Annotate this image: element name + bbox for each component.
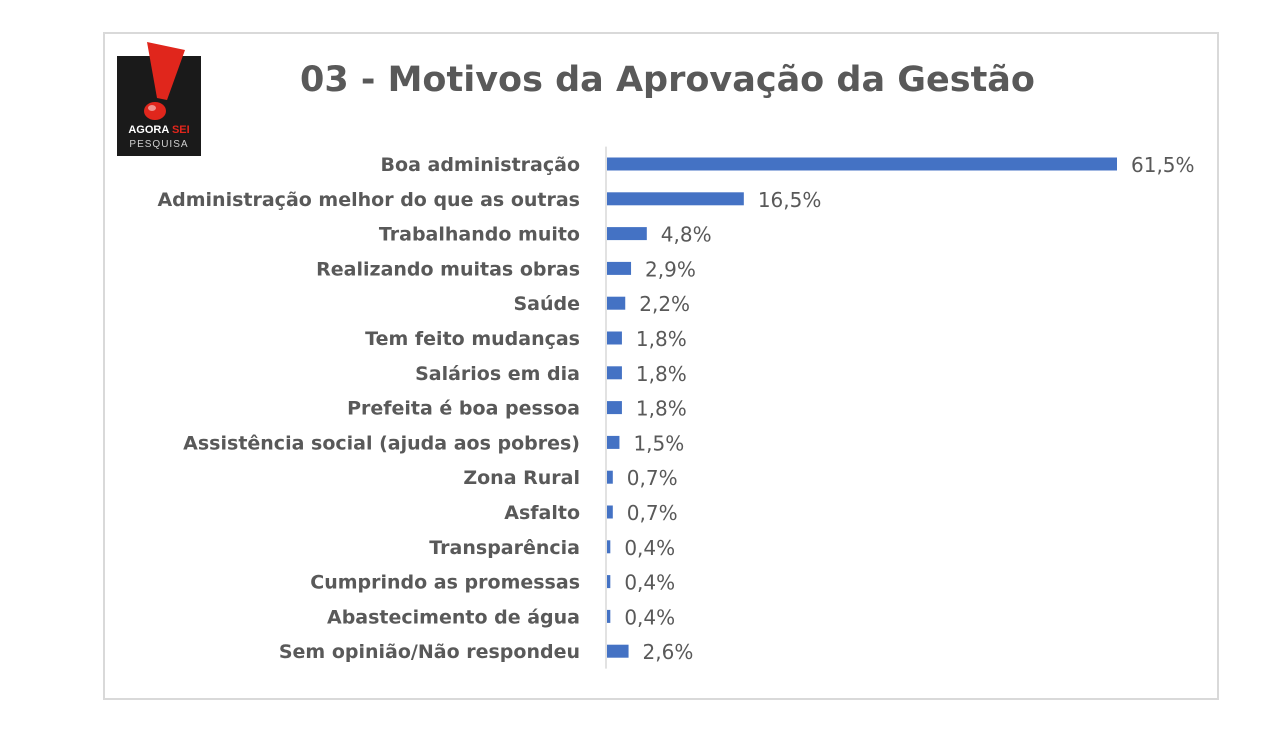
chart-title: 03 - Motivos da Aprovação da Gestão xyxy=(300,60,1035,100)
data-label: 0,7% xyxy=(627,466,678,490)
data-label: 1,5% xyxy=(633,431,684,455)
category-label: Prefeita é boa pessoa xyxy=(347,398,580,420)
data-label: 16,5% xyxy=(758,188,822,212)
data-label: 0,7% xyxy=(627,501,678,525)
data-label: 1,8% xyxy=(636,327,687,351)
bar xyxy=(607,192,744,206)
category-label: Transparência xyxy=(429,537,580,559)
data-label: 61,5% xyxy=(1131,153,1195,177)
data-label: 0,4% xyxy=(624,605,675,629)
category-label: Realizando muitas obras xyxy=(316,258,580,280)
category-label: Zona Rural xyxy=(463,467,580,489)
category-label: Boa administração xyxy=(381,154,580,176)
category-label: Asfalto xyxy=(504,502,580,524)
data-label: 0,4% xyxy=(624,571,675,595)
bar xyxy=(607,435,620,449)
bar xyxy=(607,227,647,241)
category-label: Sem opinião/Não respondeu xyxy=(279,641,580,663)
data-label: 1,8% xyxy=(636,397,687,421)
bar xyxy=(607,401,622,415)
chart-frame xyxy=(103,32,1219,700)
agora-sei-logo: AGORA SEI PESQUISA xyxy=(117,40,201,158)
data-label: 1,8% xyxy=(636,362,687,386)
data-label: 0,4% xyxy=(624,536,675,560)
category-label: Assistência social (ajuda aos pobres) xyxy=(183,432,580,454)
bar xyxy=(607,609,611,623)
data-label: 2,2% xyxy=(639,292,690,316)
bar xyxy=(607,470,613,484)
logo-text-agora-sei: AGORA SEI xyxy=(128,124,190,136)
bar xyxy=(607,331,622,345)
data-label: 2,6% xyxy=(643,640,694,664)
logo-text-pesquisa: PESQUISA xyxy=(129,139,189,150)
bar xyxy=(607,261,632,275)
category-label: Abastecimento de água xyxy=(327,606,580,628)
category-label: Administração melhor do que as outras xyxy=(157,189,580,211)
data-label: 4,8% xyxy=(661,223,712,247)
data-label: 2,9% xyxy=(645,257,696,281)
bar xyxy=(607,575,611,589)
bar xyxy=(607,540,611,554)
bar xyxy=(607,157,1117,171)
bar xyxy=(607,366,622,380)
category-label: Cumprindo as promessas xyxy=(310,572,580,594)
category-label: Tem feito mudanças xyxy=(365,328,580,350)
category-label: Saúde xyxy=(513,293,580,315)
bar xyxy=(607,644,629,658)
exclamation-mark-icon xyxy=(144,42,185,120)
bar xyxy=(607,296,626,310)
category-label: Salários em dia xyxy=(415,363,580,385)
bar xyxy=(607,505,613,519)
category-label: Trabalhando muito xyxy=(379,224,580,246)
